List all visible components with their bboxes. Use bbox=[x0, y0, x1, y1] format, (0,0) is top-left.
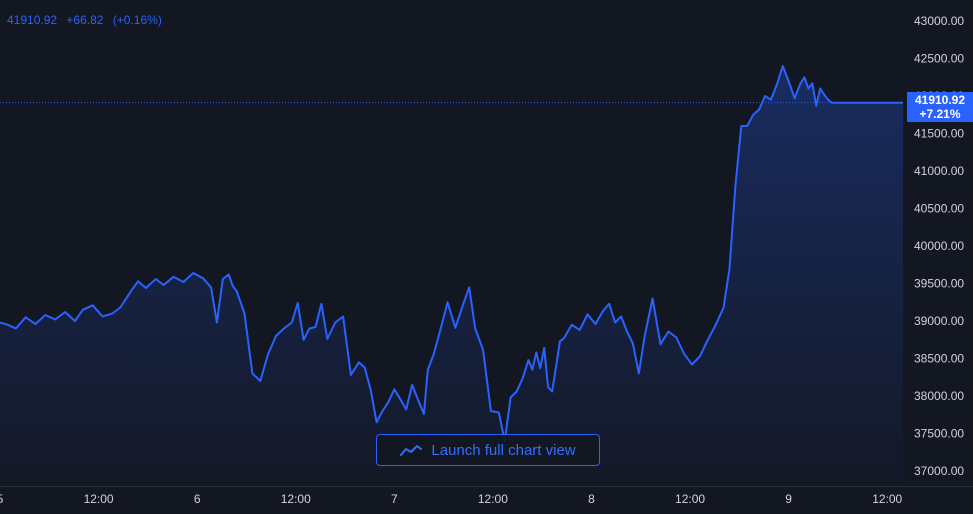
trend-line-icon bbox=[400, 445, 423, 456]
y-tick-label: 38000.00 bbox=[914, 389, 964, 403]
launch-button-label: Launch full chart view bbox=[431, 441, 576, 459]
y-tick-label: 39000.00 bbox=[914, 314, 964, 328]
y-tick-label: 40500.00 bbox=[914, 202, 964, 216]
y-tick-label: 37000.00 bbox=[914, 464, 964, 478]
y-tick-label: 39500.00 bbox=[914, 277, 964, 291]
y-tick-label: 42500.00 bbox=[914, 52, 964, 66]
x-tick-label: 12:00 bbox=[478, 492, 508, 506]
y-tick-label: 43000.00 bbox=[914, 14, 964, 28]
y-tick-label: 41500.00 bbox=[914, 127, 964, 141]
series-line-layer bbox=[0, 65, 903, 442]
price-readout: 41910.92 +66.82 (+0.16%) bbox=[7, 13, 168, 27]
x-axis: 5 12:00 6 12:00 7 12:00 8 12:00 9 12:00 bbox=[0, 486, 973, 506]
area-fill-layer bbox=[0, 66, 903, 486]
y-tick-label: 41000.00 bbox=[914, 164, 964, 178]
y-tick-label: 37500.00 bbox=[914, 427, 964, 441]
current-price-tag: 41910.92 +7.21% bbox=[907, 92, 973, 122]
price-change-value: +66.82 bbox=[66, 13, 104, 27]
x-tick-label: 12:00 bbox=[872, 492, 902, 506]
y-tick-label: 40000.00 bbox=[914, 239, 964, 253]
y-tick-label: 38500.00 bbox=[914, 352, 964, 366]
y-axis: 37000.00 37500.00 38000.00 38500.00 39000.00… bbox=[914, 14, 964, 478]
price-change-pct: (+0.16%) bbox=[112, 13, 162, 27]
x-tick-label: 8 bbox=[588, 492, 595, 506]
x-tick-label: 6 bbox=[194, 492, 201, 506]
x-tick-label: 7 bbox=[391, 492, 398, 506]
launch-full-chart-button[interactable]: Launch full chart view bbox=[376, 434, 600, 466]
x-tick-label: 12:00 bbox=[675, 492, 705, 506]
price-tag-change: +7.21% bbox=[919, 107, 961, 121]
x-tick-label: 5 bbox=[0, 492, 4, 506]
x-tick-label: 9 bbox=[785, 492, 792, 506]
x-tick-label: 12:00 bbox=[281, 492, 311, 506]
x-tick-label: 12:00 bbox=[84, 492, 114, 506]
series-area bbox=[0, 66, 903, 486]
series-line bbox=[0, 65, 903, 442]
last-price-value: 41910.92 bbox=[7, 13, 58, 27]
price-tag-price: 41910.92 bbox=[914, 93, 966, 107]
